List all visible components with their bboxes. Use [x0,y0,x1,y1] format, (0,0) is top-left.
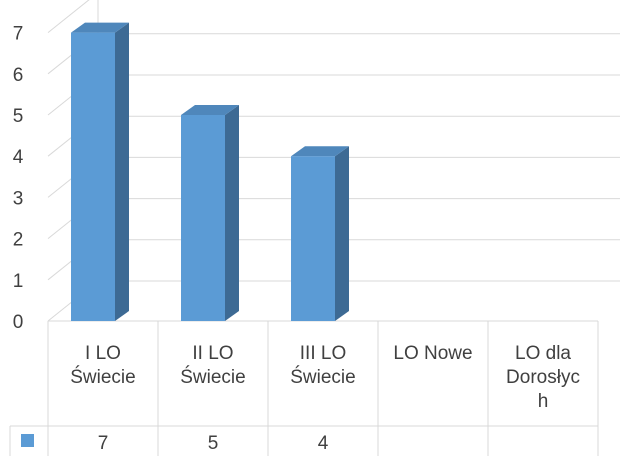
bar [291,146,349,321]
y-tick-label: 2 [13,230,24,251]
y-tick-label: 4 [13,147,24,168]
bar [71,22,129,321]
bar-top [291,146,349,157]
category-label: I LO Świecie [70,343,135,388]
gridline-diagonal [47,0,90,33]
legend-key [21,434,34,447]
category-label-line: LO Nowe [393,343,472,364]
category-label: II LO Świecie [180,343,245,388]
table-value: 5 [208,433,219,454]
category-label-line: II LO [192,343,233,364]
category-label-line: Dorosłyc [506,367,580,388]
bar-front [71,32,115,321]
category-label-line: Świecie [70,366,135,388]
category-label-line: Świecie [180,366,245,388]
category-label: III LO Świecie [290,343,355,388]
category-label: LO Nowe [393,343,472,364]
table-value: 4 [318,433,329,454]
category-label: LO dla Dorosłyc h [506,343,580,412]
y-axis-tick-labels: 0 1 2 3 4 5 6 7 [13,24,24,333]
bar-side [335,146,349,321]
category-label-line: III LO [300,343,346,364]
y-tick-label: 1 [13,271,24,292]
bar-front [181,115,225,321]
category-label-line: Świecie [290,366,355,388]
bars [71,22,349,321]
category-label-line: I LO [85,343,121,364]
bar-side [115,22,129,321]
category-label-line: h [538,391,549,412]
table-value: 7 [98,433,109,454]
bar-front [291,156,335,321]
bar-top [181,105,239,115]
bar [181,105,239,321]
y-tick-label: 3 [13,188,24,209]
bar-top [71,22,129,33]
bar-side [225,105,239,321]
category-label-line: LO dla [515,343,571,364]
y-tick-label: 0 [13,312,24,333]
y-tick-label: 5 [13,106,24,127]
y-tick-label: 7 [13,24,24,45]
y-tick-label: 6 [13,65,24,86]
